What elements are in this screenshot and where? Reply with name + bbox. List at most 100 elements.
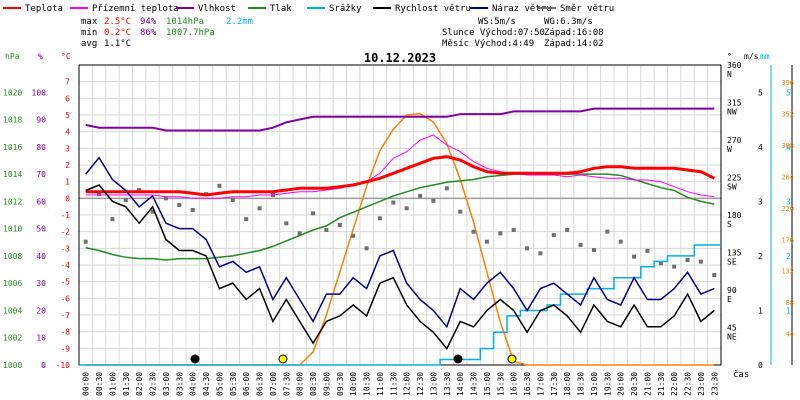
wind-direction-point [351,233,356,238]
x-tick-label: 14:00 [456,372,465,396]
direction-tick: N [727,70,732,79]
x-tick-label: 20:30 [630,372,639,396]
sunrise-icon [278,354,288,364]
direction-tick: 315 [727,99,742,108]
hpa-tick: 1000 [3,361,22,370]
x-tick-label: 13:00 [429,372,438,396]
pct-tick: 0 [41,361,46,370]
wind-direction-point [712,273,717,277]
direction-tick: E [727,295,732,304]
legend-label: Směr větru [560,4,614,14]
x-tick-label: 22:30 [684,372,693,396]
hpa-tick: 1004 [3,306,22,315]
direction-tick: NE [727,333,737,342]
x-tick-label: 10:00 [349,372,358,396]
celsius-tick: -5 [60,278,70,287]
wind-direction-point [284,221,289,226]
series-pressure [85,173,715,261]
wind-direction-point [137,188,142,192]
series-gust [85,156,715,329]
hpa-tick: 1014 [3,170,22,179]
wind-direction-point [471,229,476,234]
mm-tick: 3 [786,197,791,206]
series-humidity [85,107,715,132]
wind-direction-point [645,248,650,253]
x-tick-label: 23:00 [697,372,706,396]
pct-tick: 80 [36,143,46,152]
x-tick-label: 21:30 [657,372,666,396]
legend-label: Přízemní teplota [92,4,179,14]
info-sun-set: Západ:16:08 [544,28,604,38]
radiation-tick: 352 [781,111,794,119]
pct-tick: 60 [36,197,46,206]
direction-tick: 135 [727,249,742,258]
wind-direction-point [311,211,316,216]
pct-tick: 30 [36,279,46,288]
x-tick-label: 09:00 [322,372,331,396]
ms-tick: 0 [758,361,763,370]
wind-direction-point [377,216,382,221]
celsius-tick: 6 [65,94,70,103]
wind-direction-point [123,198,128,202]
x-tick-label: 00:30 [95,372,104,396]
stats-min-hum: 86% [140,28,157,38]
x-tick-label: 00:00 [82,372,91,396]
wind-direction-point [672,264,677,269]
pct-tick: 70 [36,170,46,179]
x-tick-label: 12:00 [403,372,412,396]
series-temp [85,155,715,197]
wind-direction-point [578,243,583,247]
mm-tick: 1 [786,306,791,315]
wind-direction-point [538,251,543,256]
x-tick-label: 18:00 [563,372,572,396]
wind-direction-point [404,206,409,211]
direction-tick: 45 [727,324,737,333]
celsius-tick: -6 [60,294,70,303]
ms-tick: 4 [758,143,763,152]
sunset-icon [507,354,517,364]
stats-min-press: 1007.7hPa [166,28,215,38]
hpa-tick: 1016 [3,143,22,152]
wind-direction-point [658,261,663,266]
x-tick-label: 22:00 [670,372,679,396]
x-tick-label: 01:00 [108,372,117,396]
x-tick-label: 19:00 [590,372,599,396]
celsius-tick: 3 [65,144,70,153]
wind-direction-point [217,183,222,188]
direction-tick: NW [727,108,737,117]
moonset-icon [453,354,463,364]
wind-direction-point [324,228,329,232]
stats-max-hum: 94% [140,17,157,27]
legend-label: Tlak [270,4,292,14]
ms-tick: 2 [758,252,763,261]
radiation-tick: 88 [786,299,794,307]
chart-date: 10.12.2023 [364,51,436,65]
direction-tick: 90 [727,286,737,295]
x-tick-label: 02:00 [135,372,144,396]
pct-tick: 90 [36,116,46,125]
celsius-tick: 7 [65,78,70,87]
legend-label: Srážky [329,4,362,14]
direction-tick: 360 [727,61,742,70]
celsius-tick: -1 [60,211,70,220]
celsius-tick: -3 [60,244,70,253]
wind-direction-point [97,192,102,197]
wind-direction-point [418,193,423,198]
wind-direction-point [244,217,249,222]
x-tick-label: 15:00 [483,372,492,396]
celsius-tick: -9 [60,344,70,353]
legend-label: Rychlost větru [395,4,471,14]
radiation-tick: 396 [781,79,794,87]
moonrise-icon [190,354,200,364]
wind-direction-point [565,228,570,232]
direction-tick: 180 [727,211,742,220]
x-tick-label: 04:00 [189,372,198,396]
x-tick-label: 21:00 [643,372,652,396]
radiation-tick: 308 [781,142,794,150]
x-tick-label: 17:30 [550,372,559,396]
stats-min-label: min [81,28,97,38]
celsius-tick: 1 [65,178,70,187]
wind-direction-point [605,229,610,234]
x-tick-label: 05:30 [229,372,238,396]
